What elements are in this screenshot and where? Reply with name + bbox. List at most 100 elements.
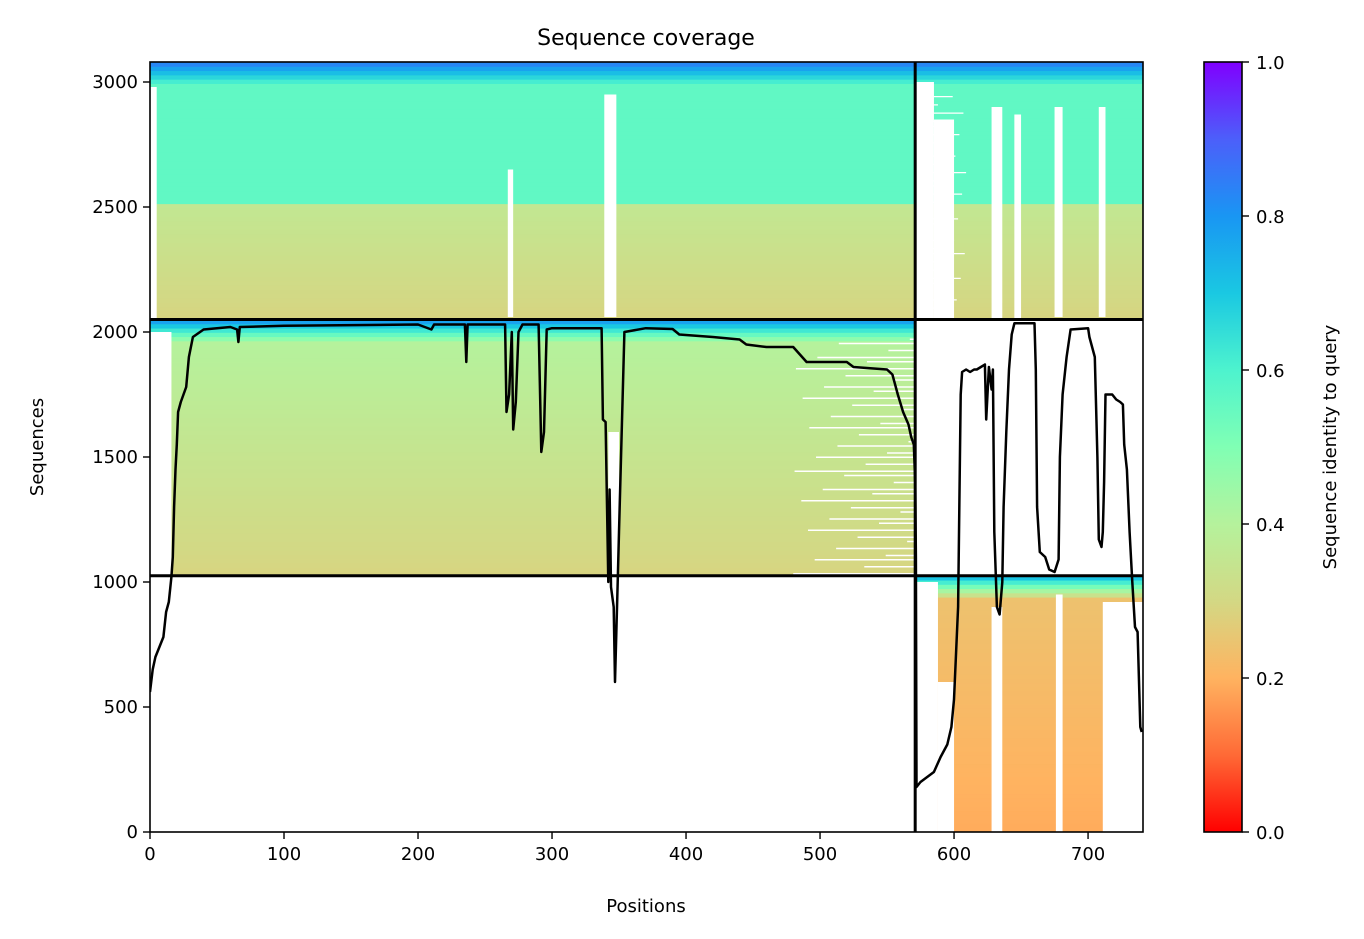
coverage-gap bbox=[852, 404, 916, 406]
colorbar-tick-label: 0.6 bbox=[1256, 361, 1285, 382]
heatmap-band bbox=[150, 506, 916, 513]
heatmap-band bbox=[150, 541, 916, 547]
heatmap-band bbox=[150, 177, 1143, 183]
coverage-gap bbox=[915, 134, 960, 136]
heatmap-band bbox=[150, 323, 916, 329]
heatmap-band bbox=[150, 477, 916, 483]
heatmap-band bbox=[150, 104, 1143, 110]
heatmap-band bbox=[150, 511, 916, 517]
heatmap-band bbox=[150, 82, 1143, 89]
heatmap-band bbox=[150, 143, 1143, 149]
coverage-gap bbox=[794, 470, 916, 472]
heatmap-band bbox=[150, 395, 916, 402]
heatmap-band bbox=[150, 216, 1143, 222]
heatmap-band bbox=[150, 464, 916, 470]
heatmap-band bbox=[915, 643, 1143, 649]
heatmap-band bbox=[915, 592, 1143, 598]
heatmap-band bbox=[915, 694, 1143, 701]
heatmap-band bbox=[150, 562, 916, 568]
heatmap-band bbox=[915, 822, 1143, 829]
coverage-gap bbox=[991, 607, 1003, 832]
heatmap-band bbox=[915, 733, 1143, 739]
colorbar-ticks: 0.0 0.2 0.4 0.6 0.8 1.0 bbox=[1242, 53, 1285, 844]
coverage-gap bbox=[900, 511, 916, 513]
heatmap-band bbox=[915, 686, 1143, 692]
colorbar-tick-label: 1.0 bbox=[1256, 53, 1285, 74]
heatmap-band bbox=[150, 425, 916, 432]
heatmap-band bbox=[915, 613, 1143, 619]
heatmap-band bbox=[915, 588, 1143, 594]
heatmap-band bbox=[150, 378, 916, 385]
coverage-gap bbox=[915, 172, 967, 174]
heatmap-band bbox=[150, 267, 1143, 273]
heatmap-band bbox=[915, 664, 1143, 671]
heatmap-band bbox=[150, 498, 916, 504]
heatmap-band bbox=[150, 121, 1143, 127]
heatmap-band bbox=[915, 797, 1143, 803]
heatmap-band bbox=[150, 524, 916, 530]
coverage-gap bbox=[915, 180, 952, 182]
heatmap-band bbox=[150, 293, 1143, 299]
coverage-gap bbox=[150, 332, 172, 575]
coverage-gap bbox=[865, 463, 916, 465]
heatmap-band bbox=[150, 173, 1143, 179]
heatmap-band bbox=[150, 357, 916, 363]
coverage-gap bbox=[836, 547, 916, 550]
x-tick-label: 400 bbox=[669, 844, 703, 865]
coverage-gap bbox=[824, 386, 916, 388]
heatmap-band bbox=[150, 494, 916, 500]
heatmap-band bbox=[150, 344, 916, 350]
heatmap-band bbox=[915, 737, 1143, 743]
heatmap-band bbox=[915, 750, 1143, 756]
coverage-gap bbox=[858, 434, 916, 436]
heatmap-band bbox=[150, 91, 1143, 97]
x-tick-label: 100 bbox=[267, 844, 301, 865]
heatmap-band bbox=[150, 459, 916, 466]
coverage-gap bbox=[845, 375, 916, 377]
coverage-gap bbox=[838, 342, 916, 345]
heatmap-band bbox=[150, 472, 916, 479]
heatmap-band bbox=[150, 383, 916, 389]
coverage-gap bbox=[915, 210, 933, 212]
coverage-gap bbox=[915, 155, 956, 157]
heatmap-band bbox=[150, 70, 1143, 76]
heatmap-band bbox=[150, 553, 916, 560]
coverage-gap bbox=[915, 239, 955, 241]
coverage-gap bbox=[915, 201, 948, 203]
coverage-gap bbox=[915, 185, 937, 187]
heatmap-band bbox=[915, 729, 1143, 735]
heatmap-band bbox=[150, 438, 916, 444]
heatmap-band bbox=[915, 669, 1143, 675]
heatmap-band bbox=[150, 194, 1143, 200]
heatmap-band bbox=[150, 412, 916, 419]
heatmap-band bbox=[150, 147, 1143, 153]
coverage-gap bbox=[915, 223, 944, 225]
coverage-gap bbox=[893, 481, 916, 484]
heatmap-band bbox=[150, 62, 1143, 67]
heatmap-band bbox=[150, 481, 916, 487]
coverage-gap bbox=[888, 349, 916, 352]
heatmap-band bbox=[150, 276, 1143, 282]
coverage-gap bbox=[915, 125, 934, 127]
heatmap-band bbox=[150, 288, 1143, 295]
heatmap-band bbox=[150, 258, 1143, 265]
colorbar-tick-label: 0.0 bbox=[1256, 823, 1285, 844]
coverage-gap bbox=[907, 540, 916, 543]
heatmap-band bbox=[915, 780, 1143, 786]
heatmap-band bbox=[915, 754, 1143, 760]
heatmap-band bbox=[915, 600, 1143, 607]
heatmap-band bbox=[915, 630, 1143, 637]
heatmap-band bbox=[150, 566, 916, 572]
heatmap-band bbox=[150, 434, 916, 440]
heatmap-band bbox=[150, 348, 916, 355]
coverage-gap bbox=[915, 253, 965, 255]
heatmap-band bbox=[150, 125, 1143, 132]
coverage-gap bbox=[915, 96, 953, 98]
heatmap-band bbox=[150, 108, 1143, 114]
y-axis-label: Sequences bbox=[27, 398, 48, 496]
colorbar-label: Sequence identity to query bbox=[1320, 324, 1341, 569]
coverage-gap bbox=[915, 231, 929, 233]
y-tick-label: 2500 bbox=[92, 197, 138, 218]
heatmap-band bbox=[150, 220, 1143, 226]
